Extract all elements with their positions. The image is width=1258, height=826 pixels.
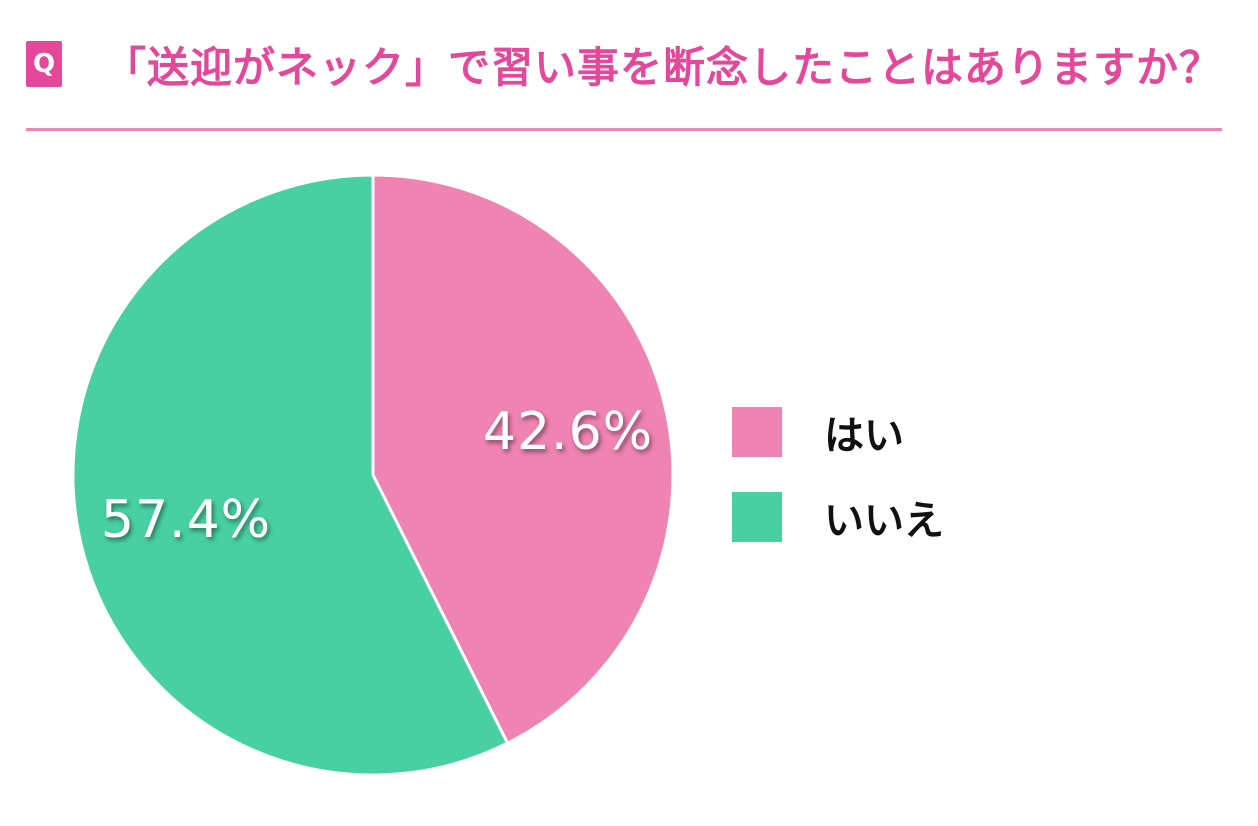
pie-slice-yes [371,173,675,745]
legend-label-no: いいえ [824,498,944,544]
question-badge: Q [26,41,62,87]
legend: はい いいえ [732,406,944,576]
data-label-no: 57.4% [101,490,271,550]
chart-title: 「送迎がネック」で習い事を断念したことはありますか？ [103,42,1222,92]
legend-swatch-yes [732,407,782,457]
legend-item-yes: はい [732,406,944,459]
legend-item-no: いいえ [732,491,944,544]
legend-swatch-no [732,492,782,542]
legend-label-yes: はい [824,413,904,459]
pie-slice-no [71,173,510,777]
data-label-yes: 42.6% [483,402,653,462]
question-header: Q 「送迎がネック」で習い事を断念したことはありますか？ [26,34,1222,94]
header-divider [26,128,1222,131]
